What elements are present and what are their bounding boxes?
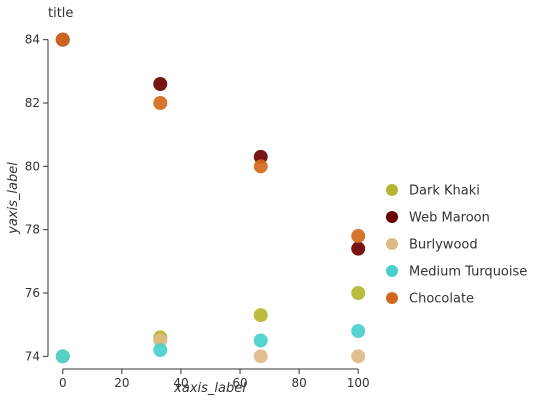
y-tick-label: 80 <box>25 159 40 173</box>
data-point <box>253 349 268 364</box>
data-point <box>253 308 268 323</box>
y-tick-label: 82 <box>25 96 40 110</box>
legend-marker <box>386 265 398 277</box>
series-chocolate <box>55 32 366 243</box>
y-tick-label: 84 <box>25 33 40 47</box>
y-axis-title: yaxis_label <box>6 162 21 235</box>
plot-background <box>48 27 373 369</box>
legend-item: Web Maroon <box>386 211 490 226</box>
data-point <box>153 343 168 357</box>
legend-label: Medium Turquoise <box>409 265 527 280</box>
series-medium-turquoise <box>55 324 366 364</box>
y-tick-label: 76 <box>25 286 40 300</box>
data-point <box>351 324 366 338</box>
data-point <box>253 333 268 348</box>
legend-label: Burlywood <box>409 238 478 253</box>
x-tick-label: 80 <box>291 376 306 390</box>
x-tick-label: 20 <box>114 376 129 390</box>
x-axis: 0 20 40 60 80 100 <box>59 368 370 390</box>
legend-item: Medium Turquoise <box>386 265 527 280</box>
legend-label: Web Maroon <box>409 211 490 226</box>
legend-marker <box>386 292 398 304</box>
data-point <box>55 349 70 364</box>
legend-marker <box>386 184 398 196</box>
plot-area <box>48 27 373 369</box>
data-point <box>153 96 168 110</box>
data-point <box>351 349 366 364</box>
legend-marker <box>386 211 398 223</box>
data-point <box>55 32 70 47</box>
chart-title: title <box>48 6 73 21</box>
y-axis: 74 76 78 80 82 84 <box>25 33 49 363</box>
data-point <box>253 159 268 174</box>
x-tick-label: 40 <box>173 376 188 390</box>
legend-label: Chocolate <box>409 292 474 307</box>
data-point <box>153 77 168 91</box>
data-points <box>55 32 366 364</box>
legend: Dark Khaki Web Maroon Burlywood Medium Turq… <box>386 184 527 307</box>
data-point <box>351 229 366 243</box>
data-point <box>351 286 366 300</box>
x-axis-title: xaxis_label <box>173 381 246 396</box>
legend-item: Burlywood <box>386 238 478 253</box>
legend-marker <box>386 238 398 250</box>
legend-item: Chocolate <box>386 292 474 307</box>
x-tick-label: 0 <box>59 376 67 390</box>
y-tick-label: 78 <box>25 223 40 237</box>
legend-label: Dark Khaki <box>409 184 480 199</box>
x-tick-label: 100 <box>347 376 370 390</box>
legend-item: Dark Khaki <box>386 184 480 199</box>
data-point <box>351 241 366 256</box>
y-tick-label: 74 <box>25 349 40 363</box>
x-tick-label: 60 <box>232 376 247 390</box>
